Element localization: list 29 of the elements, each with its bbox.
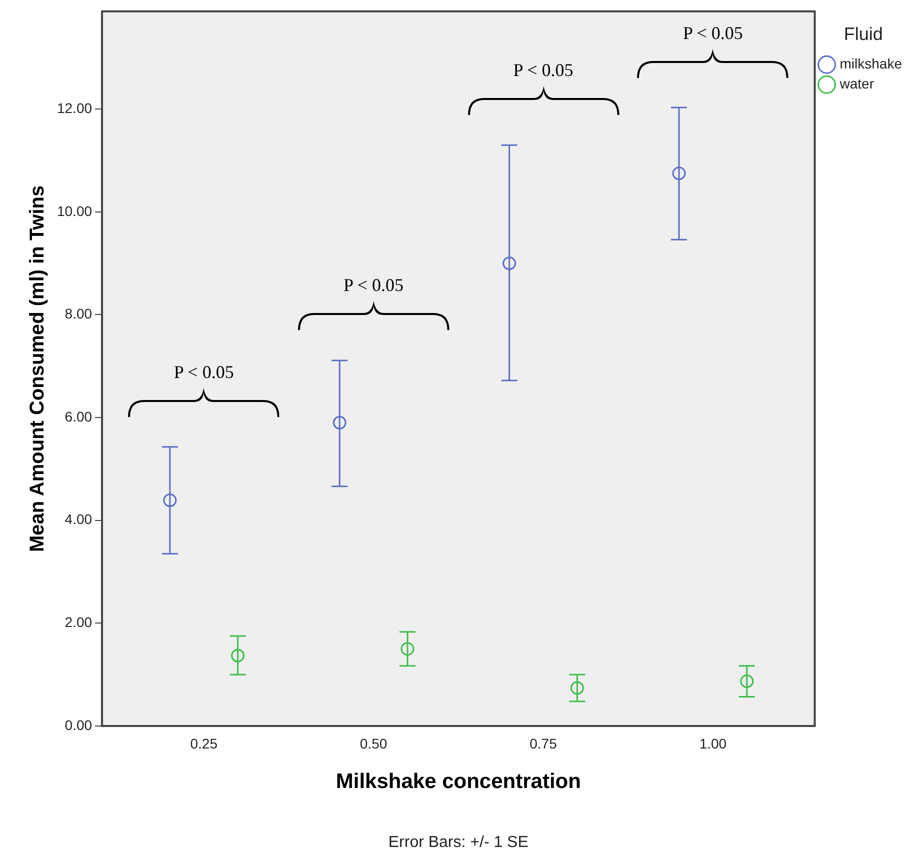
point — [400, 642, 414, 656]
y-tick-label: 12.00 — [56, 100, 92, 116]
point — [570, 681, 584, 695]
annotation: P < 0.05 — [172, 360, 235, 383]
annotation: P < 0.05 — [342, 274, 405, 296]
point — [163, 494, 177, 508]
y-tick-label: 2.00 — [64, 614, 92, 630]
y-tick-label: 8.00 — [64, 306, 92, 322]
x-tick-label: 0.25 — [190, 735, 218, 752]
x-tick-label: 0.75 — [530, 735, 558, 752]
annotation: P < 0.05 — [512, 59, 574, 82]
y-tick-label: 10.00 — [56, 202, 92, 219]
legend-title: Fluid — [844, 24, 883, 44]
y-tick-label: 4.00 — [64, 511, 92, 528]
y-axis-title: Mean Amount Consumed (ml) in Twins — [26, 185, 49, 552]
x-tick-label: 0.50 — [360, 735, 388, 752]
text: Error Bars: +/- 1 SE — [387, 833, 530, 853]
annotation: P < 0.05 — [682, 22, 744, 44]
point — [231, 648, 245, 662]
x-tick-label: 1.00 — [699, 735, 727, 752]
point — [332, 416, 346, 430]
point — [740, 674, 754, 688]
legend-label: milkshake — [840, 55, 902, 72]
legend-label: water — [838, 75, 874, 92]
y-tick-label: 0.00 — [64, 716, 92, 733]
point — [502, 256, 516, 270]
x-axis-title: Milkshake concentration — [336, 770, 581, 794]
point — [672, 166, 686, 180]
y-tick-label: 6.00 — [64, 408, 92, 424]
